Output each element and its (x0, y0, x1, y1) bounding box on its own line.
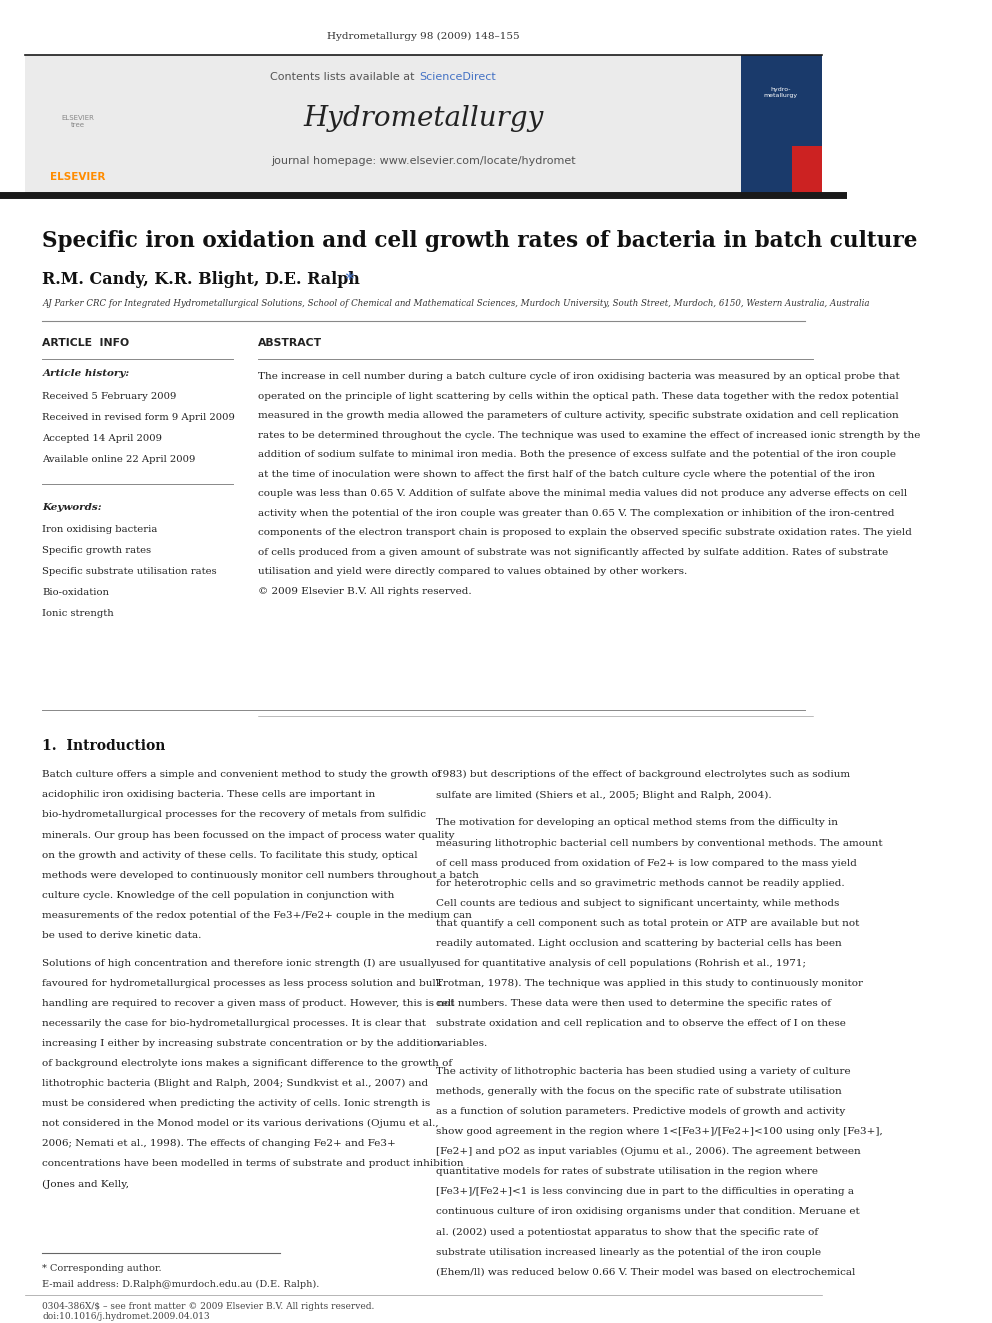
Text: (Jones and Kelly,: (Jones and Kelly, (43, 1179, 129, 1188)
Text: handling are required to recover a given mass of product. However, this is not: handling are required to recover a given… (43, 999, 455, 1008)
Text: [Fe2+] and pO2 as input variables (Ojumu et al., 2006). The agreement between: [Fe2+] and pO2 as input variables (Ojumu… (436, 1147, 861, 1156)
Text: 2006; Nemati et al., 1998). The effects of changing Fe2+ and Fe3+: 2006; Nemati et al., 1998). The effects … (43, 1139, 396, 1148)
Text: The increase in cell number during a batch culture cycle of iron oxidising bacte: The increase in cell number during a bat… (258, 372, 900, 381)
Text: ARTICLE  INFO: ARTICLE INFO (43, 337, 130, 348)
Text: Ionic strength: Ionic strength (43, 610, 114, 618)
Text: Contents lists available at: Contents lists available at (270, 71, 418, 82)
Text: increasing I either by increasing substrate concentration or by the addition: increasing I either by increasing substr… (43, 1039, 440, 1048)
Text: lithotrophic bacteria (Blight and Ralph, 2004; Sundkvist et al., 2007) and: lithotrophic bacteria (Blight and Ralph,… (43, 1080, 429, 1089)
Text: The motivation for developing an optical method stems from the difficulty in: The motivation for developing an optical… (436, 819, 838, 827)
Text: Iron oxidising bacteria: Iron oxidising bacteria (43, 525, 158, 534)
Text: favoured for hydrometallurgical processes as less process solution and bulk: favoured for hydrometallurgical processe… (43, 979, 442, 988)
Text: utilisation and yield were directly compared to values obtained by other workers: utilisation and yield were directly comp… (258, 568, 687, 577)
Text: of cell mass produced from oxidation of Fe2+ is low compared to the mass yield: of cell mass produced from oxidation of … (436, 859, 857, 868)
Text: Solutions of high concentration and therefore ionic strength (I) are usually: Solutions of high concentration and ther… (43, 959, 436, 968)
Text: as a function of solution parameters. Predictive models of growth and activity: as a function of solution parameters. Pr… (436, 1107, 845, 1117)
Text: The activity of lithotrophic bacteria has been studied using a variety of cultur: The activity of lithotrophic bacteria ha… (436, 1068, 851, 1076)
Text: Available online 22 April 2009: Available online 22 April 2009 (43, 455, 195, 464)
Text: Hydrometallurgy 98 (2009) 148–155: Hydrometallurgy 98 (2009) 148–155 (327, 32, 520, 41)
FancyBboxPatch shape (131, 56, 741, 196)
Text: used for quantitative analysis of cell populations (Rohrish et al., 1971;: used for quantitative analysis of cell p… (436, 959, 806, 968)
Text: measured in the growth media allowed the parameters of culture activity, specifi: measured in the growth media allowed the… (258, 411, 899, 419)
Text: activity when the potential of the iron couple was greater than 0.65 V. The comp: activity when the potential of the iron … (258, 508, 895, 517)
Text: acidophilic iron oxidising bacteria. These cells are important in: acidophilic iron oxidising bacteria. The… (43, 790, 376, 799)
FancyBboxPatch shape (47, 64, 109, 156)
Text: readily automated. Light occlusion and scattering by bacterial cells has been: readily automated. Light occlusion and s… (436, 939, 842, 947)
Text: hydro-
metallurgy: hydro- metallurgy (764, 87, 798, 98)
Text: for heterotrophic cells and so gravimetric methods cannot be readily applied.: for heterotrophic cells and so gravimetr… (436, 878, 845, 888)
Text: Hydrometallurgy: Hydrometallurgy (304, 106, 544, 132)
Text: Cell counts are tedious and subject to significant uncertainty, while methods: Cell counts are tedious and subject to s… (436, 898, 839, 908)
Text: rates to be determined throughout the cycle. The technique was used to examine t: rates to be determined throughout the cy… (258, 430, 921, 439)
Text: substrate utilisation increased linearly as the potential of the iron couple: substrate utilisation increased linearly… (436, 1248, 821, 1257)
Text: R.M. Candy, K.R. Blight, D.E. Ralph: R.M. Candy, K.R. Blight, D.E. Ralph (43, 271, 360, 288)
Text: 1983) but descriptions of the effect of background electrolytes such as sodium: 1983) but descriptions of the effect of … (436, 770, 850, 779)
Text: 1.  Introduction: 1. Introduction (43, 738, 166, 753)
Text: variables.: variables. (436, 1039, 487, 1048)
Text: Specific substrate utilisation rates: Specific substrate utilisation rates (43, 568, 217, 577)
Text: methods, generally with the focus on the specific rate of substrate utilisation: methods, generally with the focus on the… (436, 1088, 842, 1097)
Text: sulfate are limited (Shiers et al., 2005; Blight and Ralph, 2004).: sulfate are limited (Shiers et al., 2005… (436, 790, 772, 799)
Text: al. (2002) used a potentiostat apparatus to show that the specific rate of: al. (2002) used a potentiostat apparatus… (436, 1228, 818, 1237)
Text: components of the electron transport chain is proposed to explain the observed s: components of the electron transport cha… (258, 528, 913, 537)
Text: must be considered when predicting the activity of cells. Ionic strength is: must be considered when predicting the a… (43, 1099, 431, 1109)
Text: at the time of inoculation were shown to affect the first half of the batch cult: at the time of inoculation were shown to… (258, 470, 875, 479)
Text: Trotman, 1978). The technique was applied in this study to continuously monitor: Trotman, 1978). The technique was applie… (436, 979, 863, 988)
Text: substrate oxidation and cell replication and to observe the effect of I on these: substrate oxidation and cell replication… (436, 1019, 846, 1028)
Text: not considered in the Monod model or its various derivations (Ojumu et al.,: not considered in the Monod model or its… (43, 1119, 439, 1129)
Text: Specific iron oxidation and cell growth rates of bacteria in batch culture: Specific iron oxidation and cell growth … (43, 230, 918, 253)
Text: Bio-oxidation: Bio-oxidation (43, 589, 109, 597)
Text: Batch culture offers a simple and convenient method to study the growth of: Batch culture offers a simple and conven… (43, 770, 441, 779)
Text: journal homepage: www.elsevier.com/locate/hydromet: journal homepage: www.elsevier.com/locat… (271, 156, 575, 165)
Text: measuring lithotrophic bacterial cell numbers by conventional methods. The amoun: measuring lithotrophic bacterial cell nu… (436, 839, 883, 848)
Text: ABSTRACT: ABSTRACT (258, 337, 322, 348)
Text: show good agreement in the region where 1<[Fe3+]/[Fe2+]<100 using only [Fe3+],: show good agreement in the region where … (436, 1127, 883, 1136)
Text: Received in revised form 9 April 2009: Received in revised form 9 April 2009 (43, 413, 235, 422)
Text: be used to derive kinetic data.: be used to derive kinetic data. (43, 931, 201, 939)
Text: *: * (340, 271, 354, 288)
Text: measurements of the redox potential of the Fe3+/Fe2+ couple in the medium can: measurements of the redox potential of t… (43, 910, 472, 919)
Text: AJ Parker CRC for Integrated Hydrometallurgical Solutions, School of Chemical an: AJ Parker CRC for Integrated Hydrometall… (43, 299, 870, 308)
Text: Keywords:: Keywords: (43, 503, 102, 512)
Text: continuous culture of iron oxidising organisms under that condition. Meruane et: continuous culture of iron oxidising org… (436, 1208, 860, 1216)
Text: quantitative models for rates of substrate utilisation in the region where: quantitative models for rates of substra… (436, 1167, 818, 1176)
Text: culture cycle. Knowledge of the cell population in conjunction with: culture cycle. Knowledge of the cell pop… (43, 890, 395, 900)
Text: couple was less than 0.65 V. Addition of sulfate above the minimal media values : couple was less than 0.65 V. Addition of… (258, 490, 908, 499)
Text: ScienceDirect: ScienceDirect (420, 71, 496, 82)
FancyBboxPatch shape (792, 147, 821, 196)
Text: necessarily the case for bio-hydrometallurgical processes. It is clear that: necessarily the case for bio-hydrometall… (43, 1019, 427, 1028)
Text: ELSEVIER
tree: ELSEVIER tree (62, 115, 94, 128)
Text: bio-hydrometallurgical processes for the recovery of metals from sulfidic: bio-hydrometallurgical processes for the… (43, 811, 427, 819)
Text: doi:10.1016/j.hydromet.2009.04.013: doi:10.1016/j.hydromet.2009.04.013 (43, 1312, 210, 1322)
Text: operated on the principle of light scattering by cells within the optical path. : operated on the principle of light scatt… (258, 392, 899, 401)
Text: Received 5 February 2009: Received 5 February 2009 (43, 392, 177, 401)
Text: addition of sodium sulfate to minimal iron media. Both the presence of excess su: addition of sodium sulfate to minimal ir… (258, 450, 897, 459)
Text: © 2009 Elsevier B.V. All rights reserved.: © 2009 Elsevier B.V. All rights reserved… (258, 586, 472, 595)
Text: [Fe3+]/[Fe2+]<1 is less convincing due in part to the difficulties in operating : [Fe3+]/[Fe2+]<1 is less convincing due i… (436, 1188, 854, 1196)
Text: 0304-386X/$ – see front matter © 2009 Elsevier B.V. All rights reserved.: 0304-386X/$ – see front matter © 2009 El… (43, 1302, 375, 1311)
Text: ELSEVIER: ELSEVIER (51, 172, 105, 181)
Text: on the growth and activity of these cells. To facilitate this study, optical: on the growth and activity of these cell… (43, 851, 418, 860)
Text: that quantify a cell component such as total protein or ATP are available but no: that quantify a cell component such as t… (436, 918, 860, 927)
Text: cell numbers. These data were then used to determine the specific rates of: cell numbers. These data were then used … (436, 999, 831, 1008)
Text: of cells produced from a given amount of substrate was not significantly affecte: of cells produced from a given amount of… (258, 548, 889, 557)
Text: methods were developed to continuously monitor cell numbers throughout a batch: methods were developed to continuously m… (43, 871, 479, 880)
Text: Article history:: Article history: (43, 369, 130, 378)
Text: * Corresponding author.: * Corresponding author. (43, 1263, 162, 1273)
Text: Accepted 14 April 2009: Accepted 14 April 2009 (43, 434, 163, 443)
Text: concentrations have been modelled in terms of substrate and product inhibition: concentrations have been modelled in ter… (43, 1159, 464, 1168)
Text: of background electrolyte ions makes a significant difference to the growth of: of background electrolyte ions makes a s… (43, 1060, 452, 1068)
Text: E-mail address: D.Ralph@murdoch.edu.au (D.E. Ralph).: E-mail address: D.Ralph@murdoch.edu.au (… (43, 1279, 319, 1289)
Text: (Ehem/ll) was reduced below 0.66 V. Their model was based on electrochemical: (Ehem/ll) was reduced below 0.66 V. Thei… (436, 1267, 855, 1277)
FancyBboxPatch shape (26, 56, 131, 196)
FancyBboxPatch shape (741, 56, 821, 196)
Text: Specific growth rates: Specific growth rates (43, 546, 152, 556)
Text: minerals. Our group has been focussed on the impact of process water quality: minerals. Our group has been focussed on… (43, 831, 455, 840)
